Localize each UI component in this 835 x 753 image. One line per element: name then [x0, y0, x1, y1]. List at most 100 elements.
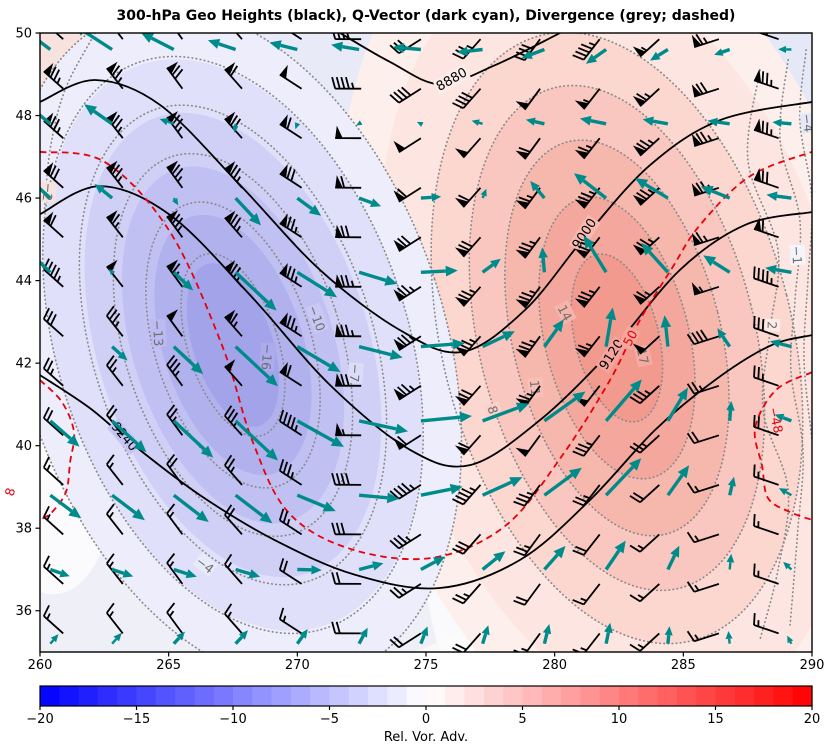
wind-barb — [753, 514, 779, 536]
wind-barb — [166, 404, 184, 436]
q-vector-arrow — [574, 173, 608, 200]
wind-barb — [629, 385, 660, 405]
q-vector-arrow — [787, 635, 794, 645]
q-vector-arrow — [110, 345, 128, 361]
colorbar: −20 −15 −10 −5 0 5 10 15 20 — [26, 685, 820, 727]
wind-barb — [515, 88, 541, 111]
wind-barb — [42, 605, 64, 635]
q-vector-arrow — [234, 419, 278, 461]
q-vector-arrow — [269, 40, 298, 52]
wind-barb — [629, 533, 660, 553]
q-vector-arrow — [726, 401, 735, 422]
q-vector-arrow — [295, 629, 308, 645]
q-vector-arrow — [525, 117, 545, 126]
q-vector-arrow — [234, 493, 273, 524]
colorbar-tick-label: −15 — [123, 712, 150, 727]
wind-barb — [513, 583, 541, 606]
q-vector-arrow — [40, 186, 52, 200]
q-vector-arrow — [543, 319, 564, 348]
wind-barb — [686, 381, 720, 395]
wind-barb — [389, 482, 422, 500]
svg-text:−48: −48 — [766, 406, 786, 435]
q-vector-arrow — [481, 551, 506, 571]
q-vector-arrow — [778, 45, 792, 53]
q-vector-arrow — [420, 265, 458, 277]
wind-barb — [224, 359, 243, 387]
q-vector-arrow — [666, 545, 680, 571]
wind-barb — [278, 459, 303, 486]
wind-barb — [224, 161, 243, 189]
wind-barb — [515, 335, 541, 358]
x-tick-label: 285 — [671, 658, 696, 673]
wind-barb — [629, 632, 660, 652]
wind-barb — [166, 259, 184, 288]
contour-label: −7 — [347, 362, 364, 384]
wind-barb — [335, 373, 362, 387]
q-vector-arrow — [543, 545, 566, 571]
wind-barb — [691, 82, 720, 98]
wind-barb — [331, 76, 362, 90]
wind-barb — [454, 137, 482, 159]
wind-barb — [574, 335, 601, 358]
q-vector-arrow — [234, 196, 261, 226]
wind-barb — [632, 137, 660, 157]
q-vector-arrow — [471, 119, 483, 126]
q-vector-arrow — [172, 631, 185, 645]
y-tick-label: 36 — [15, 604, 32, 619]
q-vector-arrow — [774, 413, 793, 423]
q-vector-arrow — [234, 345, 278, 387]
q-vector-arrow — [84, 104, 114, 126]
wind-barbs-layer — [42, 33, 779, 652]
q-vector-arrow — [392, 43, 422, 54]
q-vector-arrow — [666, 387, 688, 422]
q-vector-arrow — [530, 181, 546, 200]
wind-barb — [753, 315, 779, 338]
q-vector-arrow — [727, 476, 736, 496]
wind-barb — [393, 434, 422, 451]
wind-barb — [176, 33, 184, 40]
q-vector-arrow — [700, 186, 731, 200]
q-vector-arrow — [297, 565, 322, 575]
contour-label: 50 — [618, 325, 642, 351]
q-vector-arrow — [604, 379, 642, 423]
wind-barb — [279, 64, 303, 90]
q-vector-arrow — [521, 47, 545, 59]
wind-barb — [686, 531, 720, 544]
q-vector-arrow — [766, 191, 792, 201]
wind-barb — [43, 162, 64, 189]
wind-barb — [224, 504, 243, 535]
q-vector-arrow — [482, 402, 529, 423]
wind-barb — [335, 125, 362, 140]
wind-barb — [389, 86, 422, 104]
wind-barb — [753, 69, 779, 90]
wind-barb — [389, 533, 422, 550]
wind-barb — [166, 354, 184, 387]
wind-barb — [686, 630, 720, 643]
wind-barb — [106, 160, 124, 189]
wind-barb — [686, 482, 720, 494]
wind-barb — [224, 553, 243, 585]
q-vector-arrow — [111, 632, 122, 645]
wind-barb — [454, 286, 482, 307]
wind-barb — [106, 355, 124, 387]
q-vector-arrow — [481, 258, 501, 274]
wind-barb — [632, 38, 660, 58]
wind-barb — [235, 33, 243, 40]
colorbar-tick-label: 0 — [422, 712, 430, 727]
q-vector-arrow — [635, 178, 669, 200]
q-vector-arrow — [296, 419, 344, 447]
q-vector-arrow — [49, 493, 82, 519]
q-vector-arrow — [480, 188, 487, 199]
wind-barb — [574, 286, 601, 308]
wind-barb — [753, 365, 779, 387]
wind-barb — [753, 168, 779, 189]
q-vector-arrow — [356, 120, 363, 126]
wind-barb — [43, 211, 64, 238]
q-vector-arrow — [49, 567, 70, 578]
wind-barb — [166, 553, 184, 585]
wind-barb — [691, 131, 720, 147]
q-vector-arrow — [234, 630, 248, 645]
wind-barb — [106, 602, 124, 634]
svg-text:−1: −1 — [789, 245, 805, 264]
